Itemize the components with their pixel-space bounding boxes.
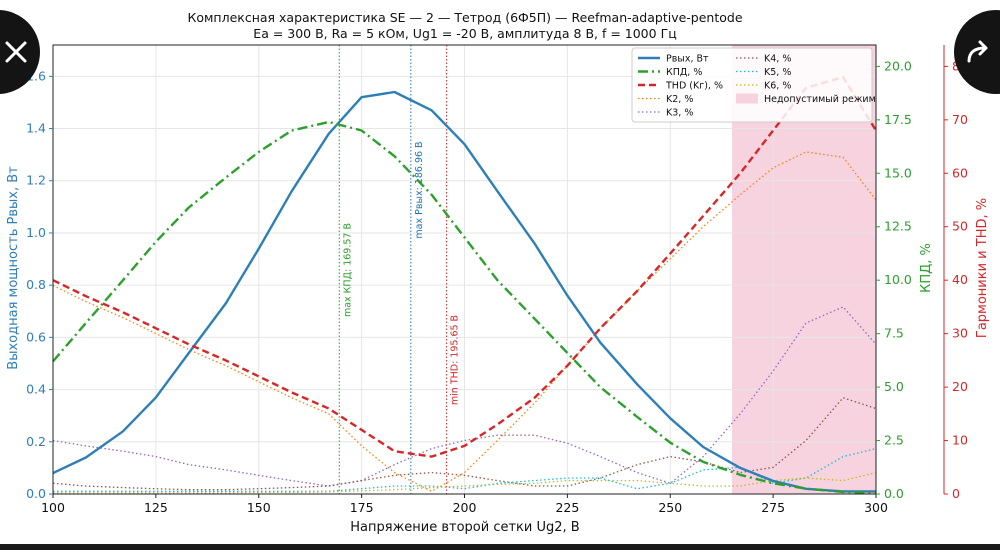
right1-tick-label: 20.0 — [884, 58, 912, 73]
series-line — [52, 75, 878, 458]
marker-label: max КПД: 169.57 В — [342, 223, 353, 317]
right2-tick-label: 40 — [952, 272, 968, 287]
x-tick-label: 150 — [247, 500, 271, 515]
right2-tick-label: 10 — [952, 433, 968, 448]
series-line — [52, 397, 877, 491]
x-tick-label: 250 — [658, 500, 682, 515]
left-tick-label: 1.0 — [26, 225, 46, 240]
right1-tick-label: 15.0 — [884, 165, 912, 180]
left-tick-label: 0.4 — [26, 382, 46, 397]
legend-label: THD (Kг), % — [665, 81, 723, 92]
right1-tick-label: 17.5 — [884, 112, 912, 127]
left-tick-label: 0.8 — [26, 277, 46, 292]
right2-tick-label: 50 — [952, 219, 968, 234]
right1-tick-label: 10.0 — [884, 272, 912, 287]
chart-title: Комплексная характеристика SE — 2 — Тетр… — [187, 10, 742, 25]
chart-subtitle: Ea = 300 В, Ra = 5 кОм, Ug1 = -20 В, амп… — [253, 26, 676, 41]
right2-tick-label: 70 — [952, 112, 968, 127]
legend-label: K6, % — [764, 81, 791, 92]
right2-tick-label: 20 — [952, 379, 968, 394]
left-tick-label: 0.2 — [26, 434, 46, 449]
share-arrow-icon — [967, 40, 988, 63]
legend-swatch — [736, 93, 758, 104]
close-icon — [5, 41, 27, 63]
x-tick-label: 175 — [350, 500, 374, 515]
series-line — [52, 120, 877, 495]
left-axis-label: Выходная мощность Pвых, Вт — [6, 166, 21, 370]
x-tick-label: 200 — [453, 500, 477, 515]
right1-tick-label: 0.0 — [884, 486, 904, 501]
legend-label: Недопустимый режим — [764, 94, 876, 105]
bottom-bar — [0, 544, 1000, 550]
marker-label: min THD: 195.65 В — [450, 315, 461, 405]
left-tick-label: 1.4 — [26, 121, 46, 136]
right2-tick-label: 60 — [952, 165, 968, 180]
right2-tick-label: 0 — [952, 486, 960, 501]
right2-axis-label: Гармоники и THD, % — [975, 198, 990, 338]
legend-label: Pвых, Вт — [666, 54, 709, 65]
left-tick-label: 0.6 — [26, 329, 46, 344]
legend-label: K5, % — [764, 67, 791, 78]
right1-tick-label: 2.5 — [884, 433, 904, 448]
legend-label: K2, % — [666, 94, 693, 105]
left-tick-label: 1.2 — [26, 173, 46, 188]
marker-label: max Pвых: 186.96 В — [414, 141, 425, 238]
x-tick-label: 100 — [41, 500, 65, 515]
x-tick-label: 125 — [144, 500, 168, 515]
x-tick-label: 300 — [864, 500, 888, 515]
right1-tick-label: 5.0 — [884, 379, 904, 394]
x-axis-label: Напряжение второй сетки Ug2, В — [350, 520, 579, 535]
legend-label: K4, % — [764, 54, 791, 65]
legend: Pвых, Вт КПД, % THD (Kг), % K2, % K3, % K4, %… — [631, 47, 876, 123]
left-tick-label: 0.0 — [26, 486, 46, 501]
legend-label: КПД, % — [666, 67, 702, 78]
x-tick-label: 225 — [555, 500, 579, 515]
right1-tick-label: 12.5 — [884, 219, 912, 234]
x-tick-label: 275 — [761, 500, 785, 515]
right2-tick-label: 30 — [952, 326, 968, 341]
series-line — [52, 90, 876, 493]
right1-axis-label: КПД, % — [919, 243, 934, 293]
legend-label: K3, % — [666, 108, 693, 119]
right1-tick-label: 7.5 — [884, 326, 904, 341]
